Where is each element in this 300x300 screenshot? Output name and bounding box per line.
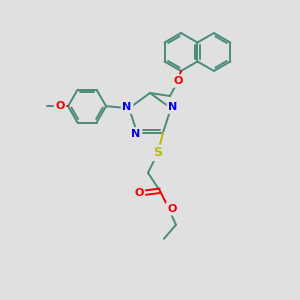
Text: O: O bbox=[56, 101, 65, 111]
Text: O: O bbox=[173, 76, 183, 86]
Text: N: N bbox=[168, 102, 178, 112]
Text: N: N bbox=[131, 129, 141, 139]
Text: N: N bbox=[122, 102, 132, 112]
Text: O: O bbox=[167, 204, 177, 214]
Text: S: S bbox=[153, 146, 162, 159]
Text: O: O bbox=[134, 188, 144, 198]
